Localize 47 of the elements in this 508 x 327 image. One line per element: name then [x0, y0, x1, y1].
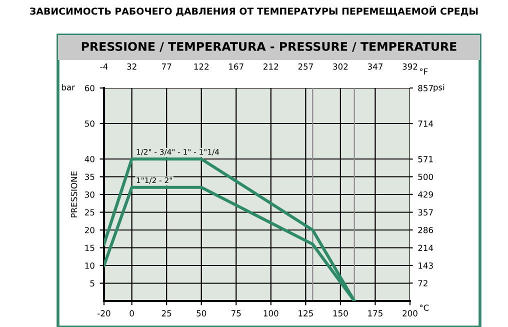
x2-tick-label: 212: [264, 63, 278, 70]
y2-tick-label: 143: [418, 262, 433, 269]
x2-tick-label: -4: [100, 64, 108, 70]
x2-tick-label: 32: [127, 63, 136, 70]
y-axis-title: PRESSIONE: [70, 171, 78, 218]
x2-tick-label: 257: [298, 63, 313, 70]
chart-title: ЗАВИСИМОСТЬ РАБОЧЕГО ДАВЛЕНИЯ ОТ ТЕМПЕРАТУРЫ ПЕРЕМЕЩАЕМОЙ СРЕДЫ: [30, 6, 478, 16]
x2-tick-label: 77: [162, 64, 172, 70]
y-tick-label: 50: [85, 120, 94, 127]
x-axis-title: °C: [420, 304, 429, 311]
y2-tick-label: 500: [418, 174, 433, 180]
y-tick-label: 30: [85, 191, 94, 198]
y-tick-label: 40: [84, 156, 94, 162]
y2-tick-label: 571: [418, 156, 433, 162]
y2-tick-label: 857: [418, 84, 433, 92]
x2-tick-label: 302: [333, 63, 348, 70]
chart-subtitle: PRESSIONE / TEMPERATURA - PRESSURE / TEMPERATURE: [82, 42, 456, 52]
y2-tick-label: 357: [418, 209, 433, 216]
x2-tick-label: 392: [402, 63, 418, 70]
y2-tick-label: 214: [418, 244, 434, 251]
x-tick-label: 25: [162, 310, 172, 316]
y-tick-label: 60: [84, 84, 94, 92]
x-tick-label: 75: [232, 310, 241, 316]
y-tick-label: 25: [84, 209, 94, 216]
y-tick-label: 15: [85, 244, 94, 252]
x2-tick-label: 347: [368, 63, 382, 70]
y2-tick-label: 72: [418, 280, 428, 286]
x2-tick-label: 122: [194, 63, 208, 70]
y2-tick-label: 714: [418, 120, 434, 127]
x-tick-label: 175: [368, 310, 382, 316]
x-tick-label: 0: [130, 310, 134, 316]
x2-tick-label: 167: [229, 63, 244, 70]
y-tick-label: 5: [90, 280, 94, 287]
x-tick-label: -20: [98, 310, 110, 316]
x-tick-label: 100: [264, 310, 278, 316]
text: bar: [62, 84, 75, 90]
x-tick-label: 150: [333, 310, 348, 316]
x-tick-label: 50: [196, 310, 206, 316]
x-tick-label: 125: [298, 310, 313, 316]
y2-axis-title: psi: [434, 84, 444, 92]
y-tick-label: 10: [85, 262, 94, 269]
x2-axis-title: °F: [420, 68, 428, 75]
y2-tick-label: 286: [418, 226, 434, 234]
x-tick-label: 200: [402, 310, 418, 316]
y-tick-label: 20: [84, 226, 94, 234]
y-tick-label: 35: [85, 174, 94, 180]
y2-tick-label: 429: [418, 191, 433, 198]
